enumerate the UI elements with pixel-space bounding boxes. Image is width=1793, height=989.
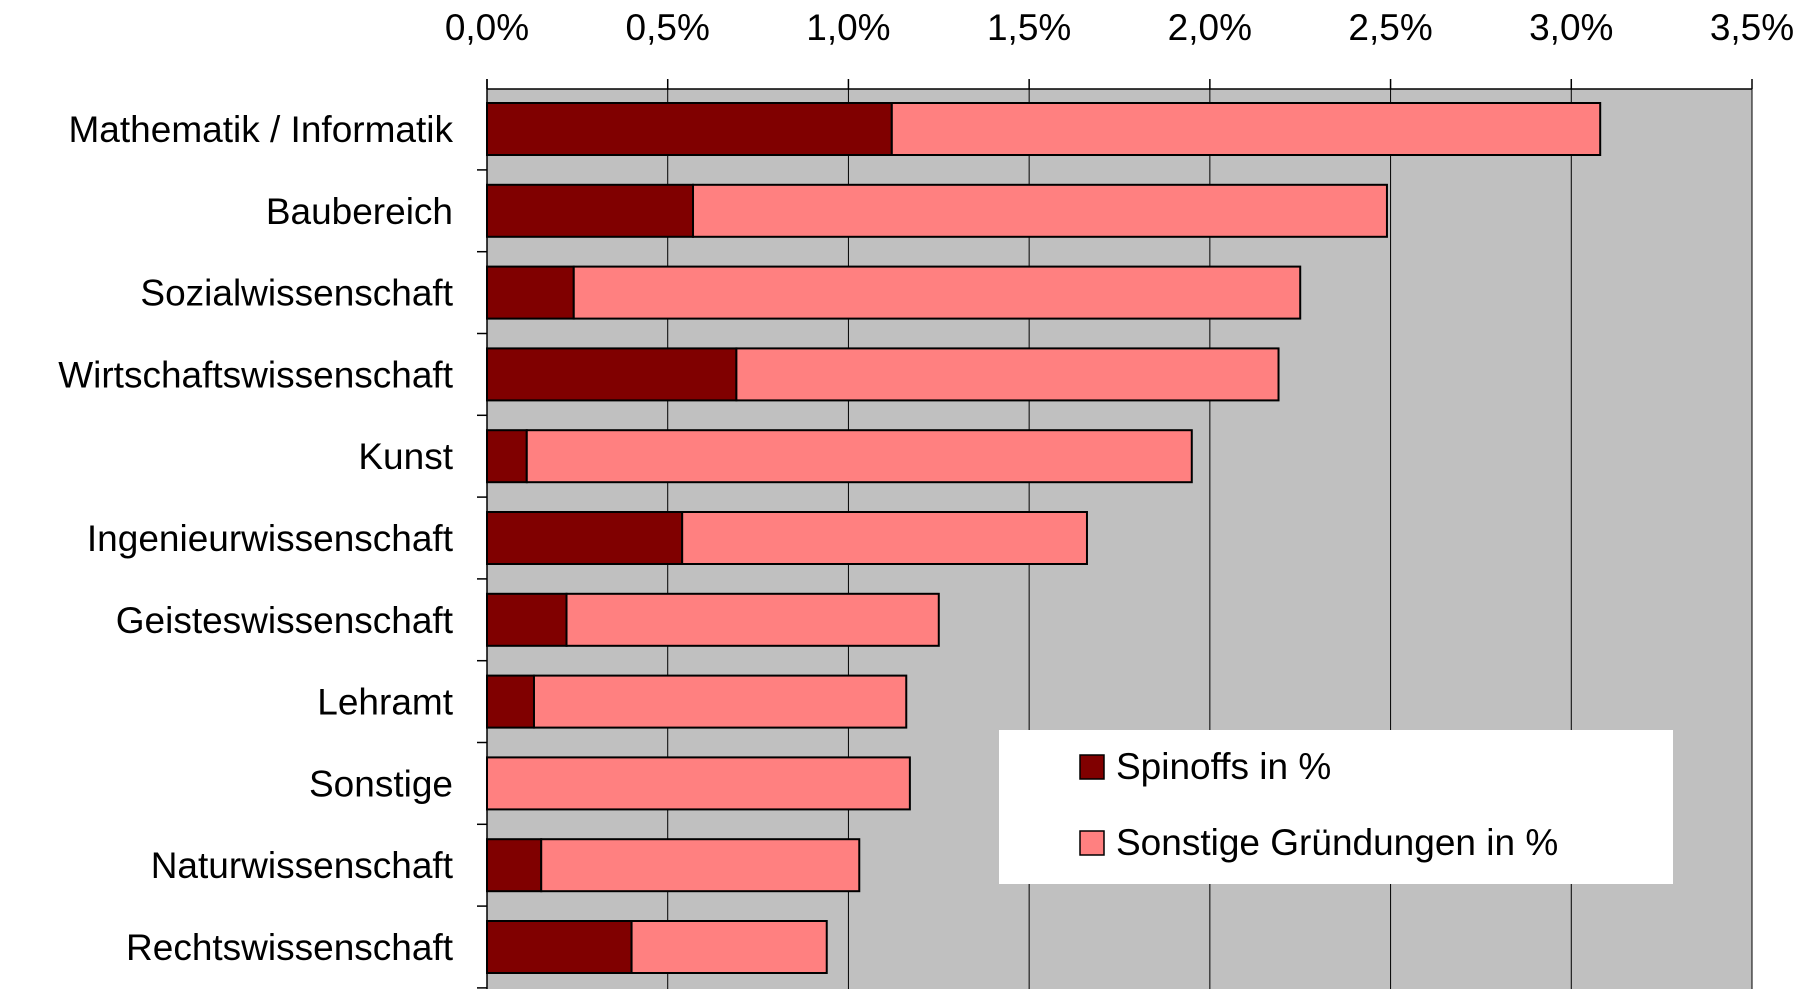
category-label: Kunst (358, 436, 453, 477)
bar-spinoffs (486, 674, 535, 729)
category-label: Ingenieurwissenschaft (87, 518, 454, 559)
x-tick-label: 1,0% (806, 7, 890, 48)
category-label: Sonstige (309, 763, 453, 804)
category-label: Mathematik / Informatik (68, 109, 453, 150)
legend-label-sonstige: Sonstige Gründungen in % (1116, 822, 1558, 863)
bar-spinoffs (486, 920, 633, 974)
bar-spinoffs (486, 102, 893, 156)
legend-label-spinoffs: Spinoffs in % (1116, 746, 1331, 787)
bar-sonstige-gruendungen (630, 920, 828, 974)
legend-box (999, 730, 1673, 884)
category-label: Geisteswissenschaft (116, 600, 454, 641)
bar-sonstige-gruendungen (692, 183, 1388, 238)
legend: Spinoffs in % Sonstige Gründungen in % (999, 730, 1673, 884)
x-tick-label: 0,5% (626, 7, 710, 48)
bar-spinoffs (486, 347, 738, 402)
category-label: Wirtschaftswissenschaft (58, 354, 453, 395)
category-label: Lehramt (317, 682, 453, 723)
bar-sonstige-gruendungen (735, 347, 1280, 402)
x-tick-label: 3,5% (1710, 7, 1793, 48)
bar-sonstige-gruendungen (572, 265, 1302, 320)
bar-spinoffs (486, 592, 568, 647)
bar-sonstige-gruendungen (525, 429, 1193, 484)
bar-sonstige-gruendungen (565, 592, 940, 647)
bar-sonstige-gruendungen (532, 674, 908, 729)
category-label: Naturwissenschaft (151, 845, 454, 886)
bar-sonstige-gruendungen (681, 511, 1088, 565)
bar-sonstige-gruendungen (890, 102, 1602, 156)
category-label: Sozialwissenschaft (140, 273, 453, 314)
category-labels: Mathematik / Informatik Baubereich Sozialw… (58, 109, 454, 968)
bar-spinoffs (486, 429, 528, 484)
bars (486, 102, 1602, 974)
bar-sonstige-gruendungen (486, 756, 911, 811)
x-tick-label: 1,5% (987, 7, 1071, 48)
bar-spinoffs (486, 183, 695, 238)
bar-sonstige-gruendungen (540, 838, 861, 893)
x-tick-label: 2,5% (1348, 7, 1432, 48)
bar-spinoffs (486, 838, 543, 893)
x-tick-labels: 0,0% 0,5% 1,0% 1,5% 2,0% 2,5% 3,0% 3,5% (445, 7, 1793, 48)
legend-swatch-sonstige (1079, 830, 1105, 856)
category-label: Baubereich (266, 191, 453, 232)
x-tick-label: 0,0% (445, 7, 529, 48)
x-tick-label: 3,0% (1529, 7, 1613, 48)
x-tick-label: 2,0% (1168, 7, 1252, 48)
bar-spinoffs (486, 511, 684, 565)
bar-spinoffs (486, 265, 575, 320)
category-label: Rechtswissenschaft (126, 927, 454, 968)
legend-swatch-spinoffs (1079, 754, 1105, 780)
